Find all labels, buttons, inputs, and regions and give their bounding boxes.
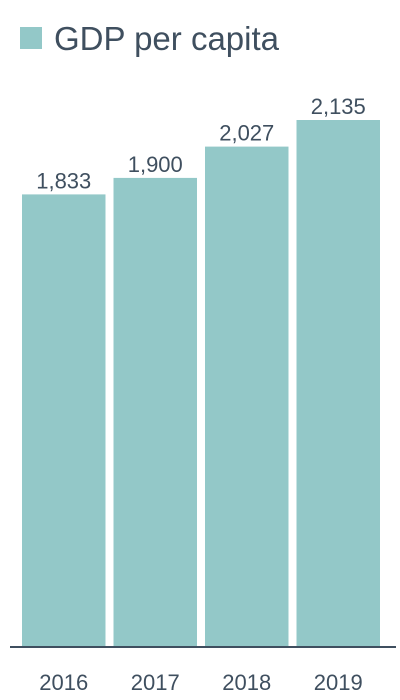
bar-2019 <box>296 120 380 646</box>
x-tick-label-2016: 2016 <box>39 670 88 695</box>
legend: GDP per capita <box>20 18 279 58</box>
x-tick-label-2019: 2019 <box>314 670 363 695</box>
bar-2018 <box>205 146 289 646</box>
value-label-2019: 2,135 <box>311 94 366 119</box>
value-label-2018: 2,027 <box>219 121 274 146</box>
x-tick-label-2017: 2017 <box>131 670 180 695</box>
value-label-2017: 1,900 <box>128 152 183 177</box>
value-label-2016: 1,833 <box>36 168 91 193</box>
legend-label: GDP per capita <box>54 19 280 57</box>
bar-2017 <box>113 177 197 646</box>
bar-2016 <box>22 194 106 646</box>
legend-swatch <box>20 27 42 49</box>
x-tick-label-2018: 2018 <box>222 670 271 695</box>
